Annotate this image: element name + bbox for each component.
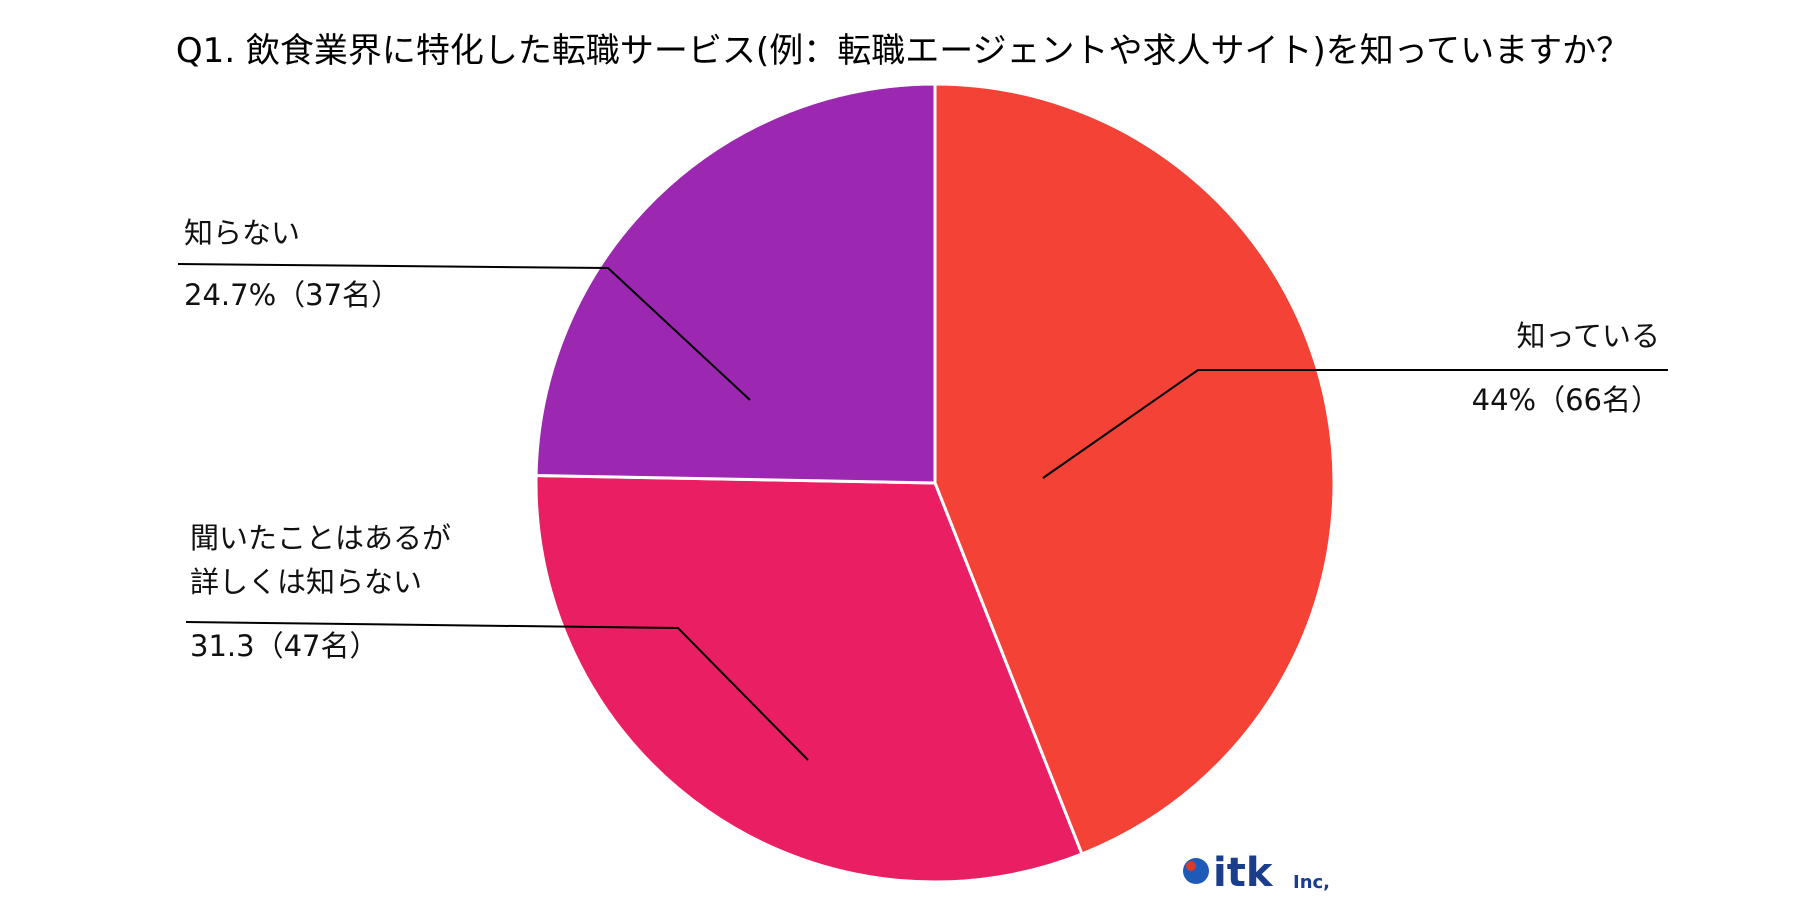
company-logo: itk Inc, (1183, 850, 1330, 896)
slice-label-1-line-1: 知っている (1516, 319, 1660, 353)
leader-line-3 (177, 263, 751, 401)
slice-value-1: 44%（66名） (1472, 383, 1660, 417)
logo-globe-accent (1186, 861, 1196, 871)
pie-slices (534, 82, 1336, 884)
chart-title: Q1. 飲食業界に特化した転職サービス(例：転職エージェントや求人サイト)を知っ… (176, 31, 1630, 71)
logo-suffix: Inc, (1293, 872, 1330, 893)
logo-text: itk (1213, 850, 1274, 896)
slice-label-2-line-2: 詳しくは知らない (190, 565, 422, 599)
pie-slice-3 (534, 82, 937, 485)
pie-slice-2 (534, 473, 1084, 884)
slice-value-2: 31.3（47名） (190, 629, 378, 663)
pie-slice-1 (933, 82, 1336, 856)
slice-label-3-line-1: 知らない (184, 216, 300, 250)
leader-line-2 (185, 621, 809, 761)
leader-lines (177, 263, 1668, 761)
slice-label-2-line-1: 聞いたことはあるが (190, 521, 451, 555)
logo-globe-icon (1183, 858, 1209, 884)
slice-value-3: 24.7%（37名） (184, 278, 400, 312)
leader-line-1 (1042, 369, 1668, 479)
